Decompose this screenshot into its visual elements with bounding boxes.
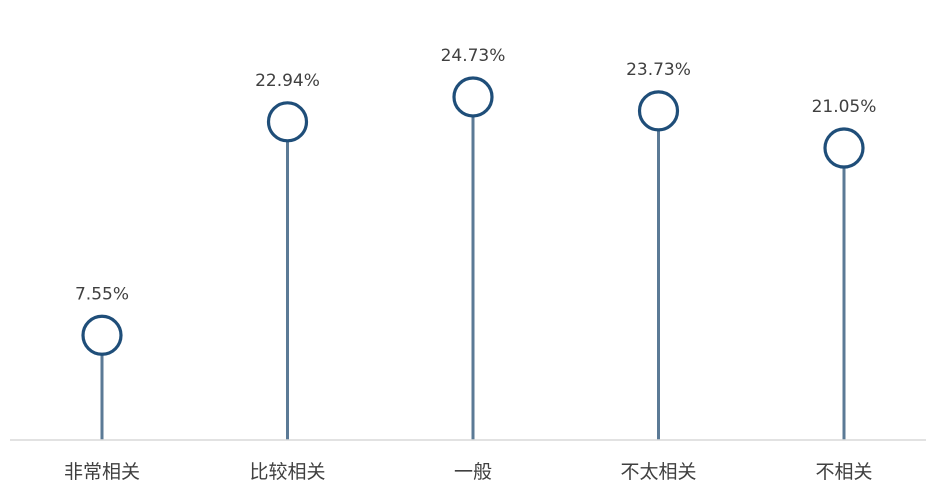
data-label-2: 24.73% [441,46,506,66]
category-label-1: 比较相关 [249,461,325,483]
markers-group [81,76,865,356]
data-point-1 [266,101,309,143]
data-label-1: 22.94% [255,71,320,91]
data-point-0 [81,314,123,356]
data-point-4 [823,127,865,169]
data-label-4: 21.05% [812,97,877,117]
data-labels-group: 7.55% 22.94% 24.73% 23.73% 21.05% [75,46,876,304]
category-label-0: 非常相关 [64,461,140,483]
data-label-0: 7.55% [75,284,129,304]
stems-group [100,115,846,440]
category-labels-group: 非常相关 比较相关 一般 不太相关 不相关 [64,461,873,483]
data-label-3: 23.73% [626,60,691,80]
category-label-3: 不太相关 [620,461,696,483]
data-point-3 [637,90,680,132]
category-label-4: 不相关 [815,461,872,483]
category-label-2: 一般 [454,461,492,483]
data-point-2 [452,76,494,118]
